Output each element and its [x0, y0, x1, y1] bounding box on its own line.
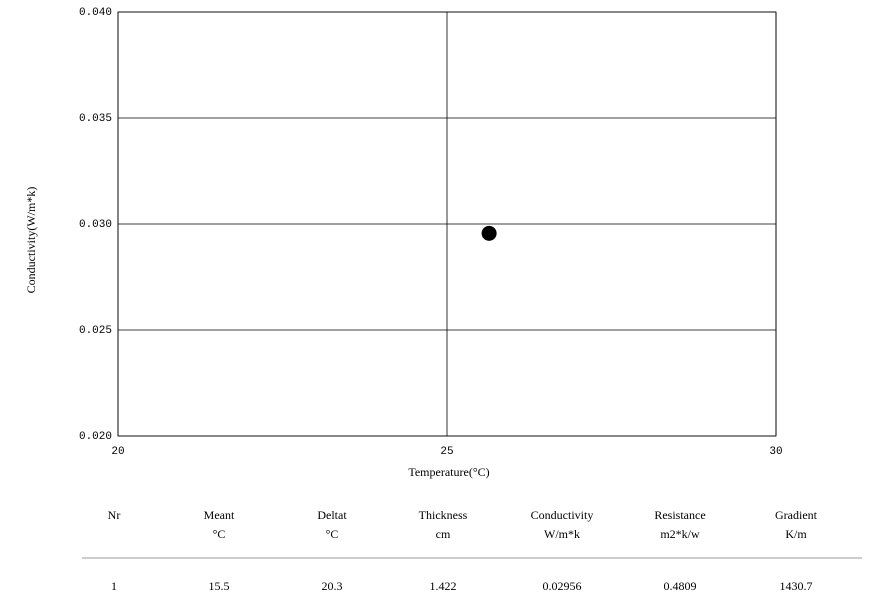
plot-frame — [117, 11, 777, 437]
table-header: Resistance — [654, 508, 705, 522]
y-tick-label: 0.040 — [79, 7, 112, 19]
table-header: °C — [213, 527, 226, 541]
y-tick-label: 0.025 — [79, 325, 112, 337]
table-header: Meant — [204, 508, 235, 522]
x-tick-label: 25 — [440, 446, 453, 458]
table-header: Gradient — [775, 508, 818, 522]
y-axis-title: Conductivity(W/m*k) — [24, 187, 38, 294]
y-tick-label: 0.030 — [79, 219, 112, 231]
table-cell: 0.02956 — [543, 579, 582, 593]
table-header: W/m*k — [544, 527, 580, 541]
table-cell: 15.5 — [209, 579, 230, 593]
table-header: m2*k/w — [660, 527, 700, 541]
table-header: cm — [436, 527, 451, 541]
table-cell: 1 — [111, 579, 117, 593]
x-axis-title: Temperature(°C) — [408, 465, 489, 479]
table-header: K/m — [785, 527, 807, 541]
table-cell: 0.4809 — [664, 579, 697, 593]
x-tick-label: 30 — [769, 446, 782, 458]
table-cell: 20.3 — [322, 579, 343, 593]
table-header: Nr — [108, 508, 121, 522]
table-cell: 1.422 — [430, 579, 457, 593]
table-header: °C — [326, 527, 339, 541]
table-header: Deltat — [317, 508, 347, 522]
table-header: Thickness — [419, 508, 468, 522]
table-header: Conductivity — [531, 508, 594, 522]
y-tick-label: 0.035 — [79, 113, 112, 125]
point — [481, 225, 497, 241]
table-cell: 1430.7 — [780, 579, 813, 593]
y-tick-label: 0.020 — [79, 431, 112, 443]
x-tick-label: 20 — [111, 446, 124, 458]
